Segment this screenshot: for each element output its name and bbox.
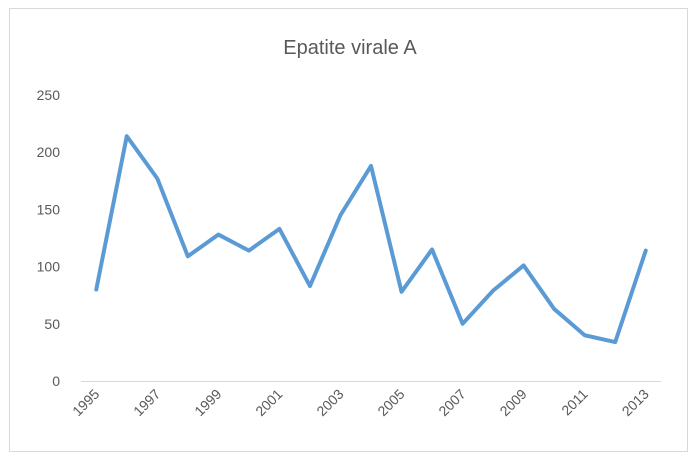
chart-title: Epatite virale A <box>283 37 417 59</box>
y-tick-label: 150 <box>37 201 61 217</box>
y-tick-label: 100 <box>37 259 61 275</box>
y-tick-label: 50 <box>44 316 60 332</box>
y-tick-label: 250 <box>37 87 61 103</box>
y-tick-label: 0 <box>52 373 60 389</box>
data-line <box>94 134 648 345</box>
chart-border <box>9 8 688 452</box>
y-tick-label: 200 <box>37 144 61 160</box>
